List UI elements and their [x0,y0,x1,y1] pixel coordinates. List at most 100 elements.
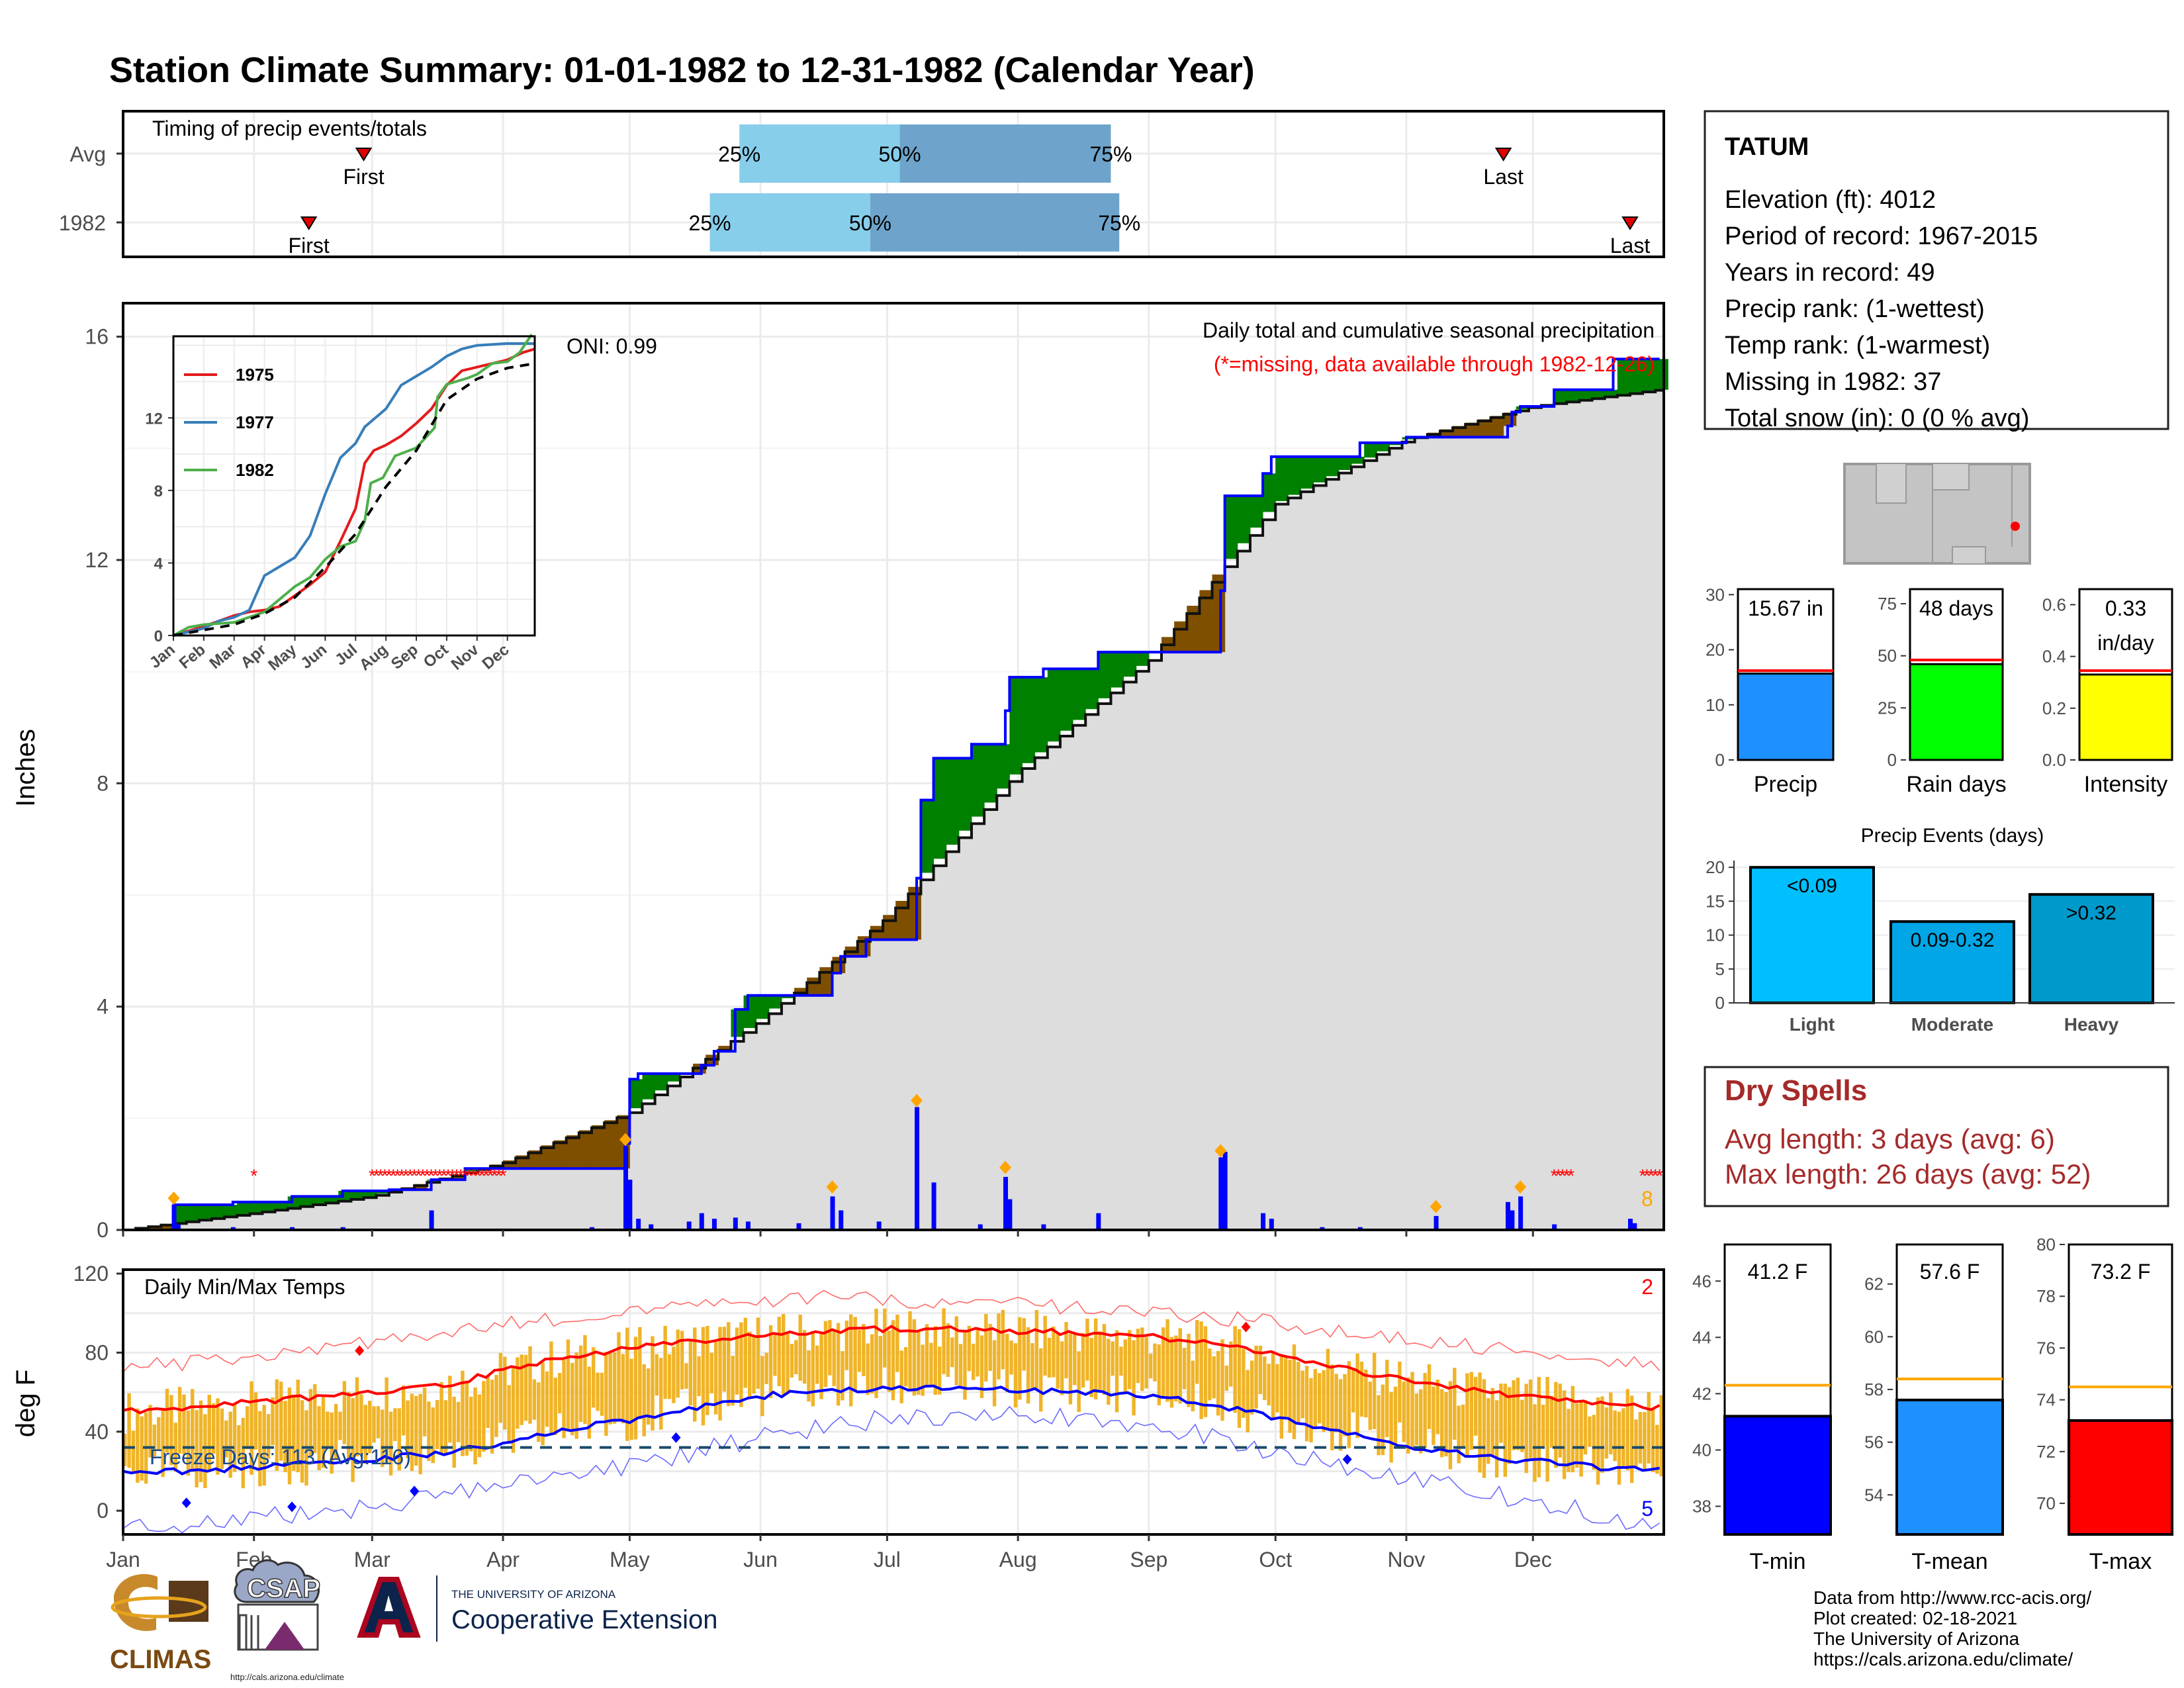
climas-text: CLIMAS [110,1645,211,1674]
temp-panel-border [122,1268,1665,1536]
daily-temp-range-bar [465,1383,469,1456]
timing-bar-q25-q50 [709,193,870,252]
daily-temp-range-bar [1419,1389,1423,1454]
daily-temp-range-bar [663,1325,667,1399]
daily-temp-range-bar [199,1400,203,1483]
daily-temp-range-bar [1643,1412,1647,1472]
station-location-marker [2011,522,2020,531]
daily-temp-range-bar [1516,1378,1520,1450]
daily-temp-range-bar [1609,1392,1613,1454]
mini-bar-category-intensity: Intensity [2084,772,2168,797]
daily-temp-range-bar [1448,1381,1453,1470]
daily-precip-bar [1261,1213,1266,1230]
daily-temp-range-bar [760,1356,764,1417]
daily-temp-range-bar [1423,1373,1427,1448]
missing-data-marker: * [377,1166,385,1186]
station-precip-rank: Precip rank: (1-wettest) [1725,295,1985,323]
missing-data-marker: * [415,1166,422,1186]
daily-temp-range-bar [211,1403,216,1454]
daily-temp-range-bar [1068,1333,1073,1405]
credit-created: Plot created: 02-18-2021 [1813,1608,2017,1628]
daily-temp-range-bar [469,1396,473,1452]
inset-border [172,335,536,637]
last-event-label: Last [1610,234,1651,258]
daily-temp-range-bar [1292,1344,1297,1439]
daily-temp-range-bar [490,1380,494,1454]
daily-temp-range-bar [482,1381,486,1452]
daily-precip-bar [1222,1151,1228,1230]
daily-temp-range-bar [1465,1373,1469,1458]
daily-temp-range-bar [182,1394,186,1454]
credit-university: The University of Arizona [1813,1628,2020,1649]
daily-temp-range-bar [321,1395,326,1468]
daily-temp-range-bar [1592,1415,1596,1470]
daily-temp-range-bar [1533,1404,1537,1482]
mini-bar-value-label-intensity: 0.33 [2105,596,2146,620]
above-average-area [1364,442,1377,458]
daily-temp-range-bar [1174,1335,1178,1402]
missing-data-marker: * [461,1166,469,1186]
above-average-area [1592,389,1606,398]
daily-temp-range-bar [216,1398,220,1475]
daily-temp-range-bar [836,1323,841,1406]
above-average-area [768,995,782,1009]
daily-temp-range-bar [764,1352,768,1384]
station-snow: Total snow (in): 0 (0 % avg) [1725,404,2029,432]
mini-bar-tick-label: 0.6 [2042,594,2066,614]
daily-temp-range-bar [169,1395,173,1466]
daily-temp-range-bar [557,1373,562,1414]
precip-y-tick-label: 16 [85,325,109,349]
above-average-area [1326,456,1340,477]
month-axis: Jan Feb Mar Apr May Jun Jul Aug Sep Oct Nov Dec [106,1230,1552,1571]
below-average-area [1465,422,1479,438]
record-low-count: 5 [1641,1497,1653,1521]
daily-temp-range-bar [777,1317,782,1387]
station-years: Years in record: 49 [1725,259,1935,287]
missing-data-marker: * [491,1166,498,1186]
daily-temp-range-bar [1195,1320,1199,1384]
daily-temp-range-bar [1558,1383,1562,1458]
missing-data-marker: * [1551,1166,1558,1186]
daily-temp-range-bar [1085,1318,1089,1381]
daily-temp-range-bar [1026,1327,1030,1404]
daily-temp-range-bar [1537,1377,1541,1477]
daily-temp-range-bar [1056,1333,1060,1389]
daily-temp-range-bar [883,1308,887,1368]
daily-temp-range-bar [1364,1369,1368,1418]
daily-temp-range-bar [1659,1395,1664,1477]
daily-temp-range-bar [1494,1400,1499,1477]
above-average-area [984,744,997,803]
daily-temp-range-bar [1233,1326,1237,1413]
inset-y-tick-label: 8 [154,483,163,500]
daily-temp-range-bar [1621,1408,1625,1469]
daily-temp-range-bar [891,1320,895,1401]
large-event-marker [1214,1144,1227,1158]
events-tick-label: 20 [1706,857,1725,877]
daily-precip-bar [649,1224,654,1230]
mini-bar-tick-label: 0.4 [2042,647,2066,667]
month-tick-label-aug: Aug [999,1548,1037,1571]
daily-temp-range-bar [422,1387,427,1436]
daily-temp-range-bar [1317,1373,1322,1424]
daily-temp-range-bar [596,1372,600,1411]
event-bar-light [1749,866,1875,1004]
event-bar-moderate [1889,920,2015,1004]
month-tick-label-jan: Jan [106,1548,140,1571]
daily-temp-range-bar [237,1425,241,1460]
event-category-light: Light [1790,1014,1835,1035]
daily-temp-range-bar [191,1389,195,1472]
precip-y-tick-label: 12 [85,548,109,572]
daily-temp-range-bar [887,1330,891,1392]
daily-temp-range-bar [1359,1361,1364,1417]
daily-temp-range-bar [1453,1368,1457,1440]
station-info-box: TATUM Elevation (ft): 4012 Period of rec… [1704,110,2169,432]
daily-temp-range-bar [157,1417,161,1451]
temp-bar-tick-label: 62 [1864,1274,1884,1294]
logo-climas: CLIMAS [110,1573,211,1674]
mini-bar-value-label-intensity: in/day [2097,631,2154,655]
timing-title: Timing of precip events/totals [152,117,427,140]
daily-temp-range-bar [625,1327,629,1441]
missing-data-marker: * [478,1166,486,1186]
above-average-area [1085,669,1099,710]
above-average-area [376,1190,390,1194]
